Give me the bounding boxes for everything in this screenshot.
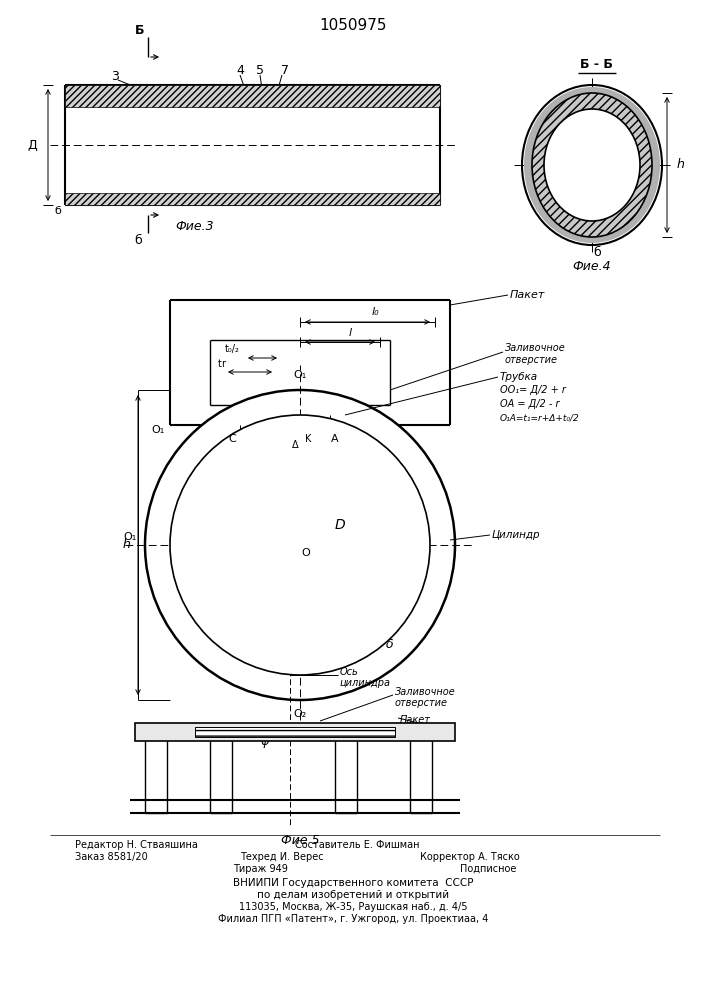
Text: O: O	[302, 548, 310, 558]
Bar	[210, 728, 232, 813]
Text: отверстие: отверстие	[395, 698, 448, 708]
Text: Пакет: Пакет	[510, 290, 545, 300]
Text: Фие.3: Фие.3	[175, 221, 214, 233]
Text: O₁: O₁	[293, 370, 307, 380]
Text: б: б	[134, 234, 142, 247]
Text: h: h	[122, 538, 130, 552]
Text: отверстие: отверстие	[505, 355, 558, 365]
Ellipse shape	[532, 93, 652, 237]
Text: O₁: O₁	[124, 532, 136, 542]
Text: OO₁= Д/2 + r: OO₁= Д/2 + r	[500, 385, 566, 395]
Text: h: h	[677, 158, 685, 172]
Text: Заливочное: Заливочное	[395, 687, 456, 697]
Text: OA = Д/2 - r: OA = Д/2 - r	[500, 399, 559, 409]
Text: Подписное: Подписное	[460, 864, 516, 874]
Bar	[145, 728, 167, 813]
Bar	[65, 193, 440, 205]
Text: цилиндра: цилиндра	[340, 678, 391, 688]
Text: Техред И. Верес: Техред И. Верес	[240, 852, 324, 862]
Text: Составитель Е. Фишман: Составитель Е. Фишман	[295, 840, 419, 850]
Bar	[65, 85, 440, 107]
Bar	[410, 728, 432, 813]
Text: O₂: O₂	[293, 709, 307, 719]
Text: Фие 5: Фие 5	[281, 834, 320, 846]
Ellipse shape	[524, 87, 660, 243]
Text: Редактор Н. Стваяшина: Редактор Н. Стваяшина	[75, 840, 198, 850]
Text: 7: 7	[281, 64, 289, 78]
Text: C: C	[228, 434, 236, 444]
Text: l: l	[349, 328, 351, 338]
Text: O₁A=t₁=r+Δ+t₀/2: O₁A=t₁=r+Δ+t₀/2	[500, 414, 580, 422]
Text: Цилиндр: Цилиндр	[492, 530, 541, 540]
Text: Корректор А. Тяско: Корректор А. Тяско	[420, 852, 520, 862]
Text: б: б	[54, 206, 61, 216]
Text: l₀: l₀	[371, 307, 379, 317]
Circle shape	[145, 390, 455, 700]
Text: Б: Б	[135, 24, 145, 37]
Text: Δ: Δ	[292, 440, 298, 450]
Ellipse shape	[522, 85, 662, 245]
Text: Ось: Ось	[340, 667, 358, 677]
Text: D: D	[334, 518, 345, 532]
Text: A: A	[331, 434, 339, 444]
Text: Заливочное: Заливочное	[505, 343, 566, 353]
Bar	[135, 723, 455, 741]
Text: t₀/₂: t₀/₂	[225, 344, 240, 354]
Text: r: r	[221, 359, 225, 369]
Text: 113035, Москва, Ж-35, Раушская наб., д. 4/5: 113035, Москва, Ж-35, Раушская наб., д. …	[239, 902, 467, 912]
Text: Тираж 949: Тираж 949	[233, 864, 288, 874]
Circle shape	[170, 415, 430, 675]
Bar	[195, 727, 395, 737]
Bar	[335, 728, 357, 813]
Ellipse shape	[544, 109, 640, 221]
Text: б: б	[593, 245, 601, 258]
Text: 1050975: 1050975	[320, 17, 387, 32]
Text: K: K	[305, 434, 311, 444]
Text: 4: 4	[236, 64, 244, 78]
Text: φ: φ	[261, 734, 269, 748]
Text: Фие.4: Фие.4	[573, 260, 612, 273]
Text: по делам изобретений и открытий: по делам изобретений и открытий	[257, 890, 449, 900]
Text: Заказ 8581/20: Заказ 8581/20	[75, 852, 148, 862]
Text: ВНИИПИ Государственного комитета  СССР: ВНИИПИ Государственного комитета СССР	[233, 878, 473, 888]
Text: Пакет: Пакет	[400, 715, 431, 725]
Ellipse shape	[532, 93, 652, 237]
Text: O₁: O₁	[152, 425, 165, 435]
Text: Б - Б: Б - Б	[580, 58, 612, 72]
Text: Филиал ПГП «Патент», г. Ужгород, ул. Проектиaa, 4: Филиал ПГП «Патент», г. Ужгород, ул. Про…	[218, 914, 489, 924]
Text: Д: Д	[28, 138, 37, 151]
Text: Трубка: Трубка	[500, 372, 538, 382]
Text: δ: δ	[386, 639, 394, 652]
Text: t: t	[218, 359, 222, 369]
Text: 5: 5	[256, 64, 264, 78]
Text: 3: 3	[111, 70, 119, 84]
